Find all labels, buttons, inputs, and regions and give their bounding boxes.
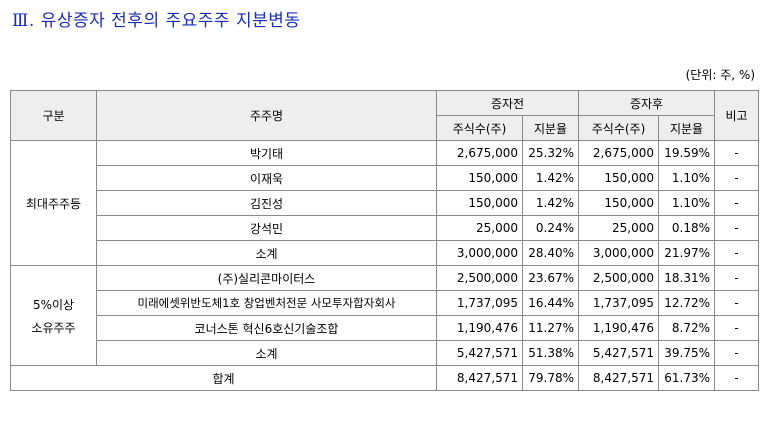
after-shares: 3,000,000 [578,240,659,266]
before-ratio: 0.24% [522,215,579,241]
after-ratio: 1.10% [658,165,715,191]
remark: - [714,265,759,291]
before-ratio: 28.40% [522,240,579,266]
group-label-line1: 5%이상 [32,297,75,312]
before-ratio: 16.44% [522,290,579,316]
total-before-shares: 8,427,571 [436,365,523,391]
subtotal-row: 소계 3,000,000 28.40% 3,000,000 21.97% - [11,240,759,266]
before-shares: 25,000 [436,215,523,241]
unit-note: (단위: 주, %) [685,68,755,82]
remark: - [714,215,759,241]
after-ratio: 18.31% [658,265,715,291]
before-shares: 3,000,000 [436,240,523,266]
shareholder-name: 박기태 [96,140,437,166]
after-shares: 25,000 [578,215,659,241]
total-after-shares: 8,427,571 [578,365,659,391]
remark: - [714,240,759,266]
before-shares: 1,737,095 [436,290,523,316]
before-shares: 5,427,571 [436,340,523,366]
before-shares: 2,675,000 [436,140,523,166]
header-after: 증자후 [578,90,715,116]
remark: - [714,190,759,216]
page-title: Ⅲ. 유상증자 전후의 주요주주 지분변동 [12,11,301,31]
header-after-shares: 주식수(주) [578,115,659,141]
total-after-ratio: 61.73% [658,365,715,391]
after-ratio: 19.59% [658,140,715,166]
shareholder-name: (주)실리콘마이터스 [96,265,437,291]
table-row: 최대주주등 박기태 2,675,000 25.32% 2,675,000 19.… [10,140,759,266]
after-shares: 1,190,476 [578,315,659,341]
after-shares: 5,427,571 [578,340,659,366]
subtotal-label: 소계 [96,340,437,366]
before-ratio: 1.42% [522,165,579,191]
after-ratio: 8.72% [658,315,715,341]
table-row: 미래에셋위반도체1호 창업벤처전문 사모투자합자회사 1,737,095 16.… [11,290,759,316]
header-shareholder: 주주명 [96,90,437,141]
total-row: 합계 8,427,571 79.78% 8,427,571 61.73% - [10,365,759,391]
after-ratio: 21.97% [658,240,715,266]
after-shares: 2,675,000 [578,140,659,166]
total-before-ratio: 79.78% [522,365,579,391]
before-ratio: 51.38% [522,340,579,366]
group-label-major: 최대주주등 [10,140,97,266]
remark: - [714,315,759,341]
group-label-5pct: 5%이상 소유주주 [10,265,97,366]
table-row: 5%이상 소유주주 (주)실리콘마이터스 2,500,000 23.67% 2,… [10,265,759,366]
remark: - [714,340,759,366]
remark: - [714,140,759,166]
remark: - [714,165,759,191]
after-ratio: 1.10% [658,190,715,216]
after-shares: 150,000 [578,165,659,191]
shareholder-table: 구분 주주명 증자전 증자후 비고 주식수(주) 지분율 주식수(주) 지분율 … [10,90,759,391]
before-shares: 1,190,476 [436,315,523,341]
shareholder-name: 김진성 [96,190,437,216]
group-label-line2: 소유주주 [31,320,76,335]
before-shares: 150,000 [436,165,523,191]
header-after-ratio: 지분율 [658,115,715,141]
after-shares: 2,500,000 [578,265,659,291]
after-ratio: 0.18% [658,215,715,241]
after-ratio: 39.75% [658,340,715,366]
total-remark: - [714,365,759,391]
table-row: 김진성 150,000 1.42% 150,000 1.10% - [11,190,759,216]
total-label: 합계 [10,365,437,391]
shareholder-name: 강석민 [96,215,437,241]
before-ratio: 23.67% [522,265,579,291]
before-shares: 150,000 [436,190,523,216]
table-row: 이재욱 150,000 1.42% 150,000 1.10% - [11,165,759,191]
header-before-ratio: 지분율 [522,115,579,141]
header-before-shares: 주식수(주) [436,115,523,141]
after-ratio: 12.72% [658,290,715,316]
before-ratio: 1.42% [522,190,579,216]
shareholder-name: 코너스톤 혁신6호신기술조합 [96,315,437,341]
subtotal-row: 소계 5,427,571 51.38% 5,427,571 39.75% - [11,340,759,366]
before-ratio: 11.27% [522,315,579,341]
after-shares: 150,000 [578,190,659,216]
before-shares: 2,500,000 [436,265,523,291]
subtotal-label: 소계 [96,240,437,266]
after-shares: 1,737,095 [578,290,659,316]
table-row: 코너스톤 혁신6호신기술조합 1,190,476 11.27% 1,190,47… [11,315,759,341]
table-row: 강석민 25,000 0.24% 25,000 0.18% - [11,215,759,241]
header-remark: 비고 [714,90,759,141]
remark: - [714,290,759,316]
shareholder-name: 미래에셋위반도체1호 창업벤처전문 사모투자합자회사 [96,290,437,316]
header-category: 구분 [10,90,97,141]
header-before: 증자전 [436,90,579,116]
before-ratio: 25.32% [522,140,579,166]
shareholder-name: 이재욱 [96,165,437,191]
